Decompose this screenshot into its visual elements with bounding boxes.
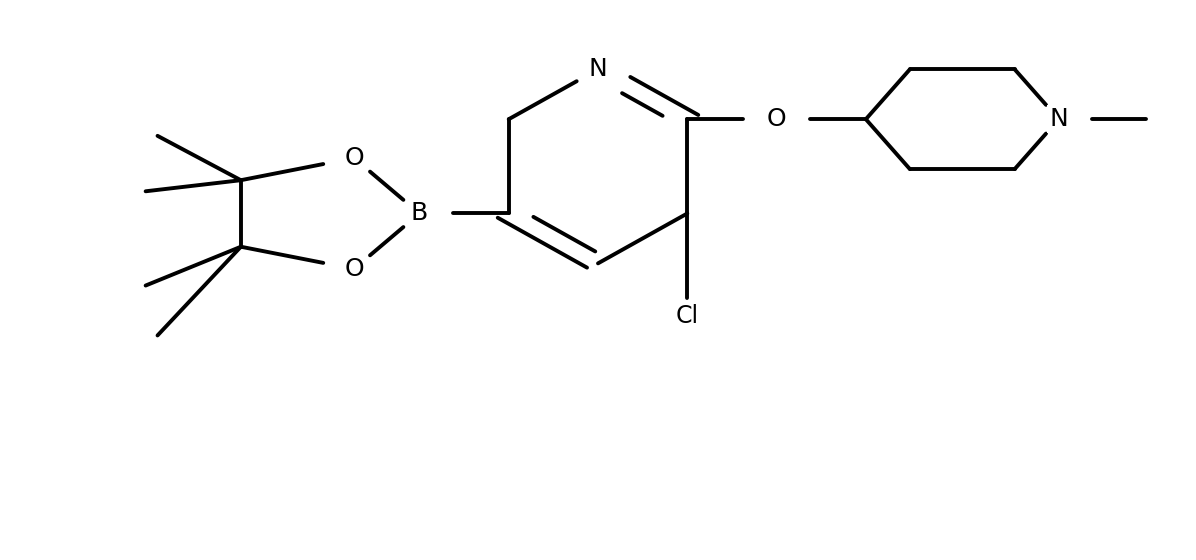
- Text: O: O: [344, 146, 364, 170]
- Text: N: N: [588, 57, 608, 81]
- Text: N: N: [1049, 107, 1068, 131]
- Text: O: O: [344, 257, 364, 281]
- Text: B: B: [410, 202, 428, 226]
- Text: O: O: [767, 107, 787, 131]
- Text: Cl: Cl: [676, 304, 698, 328]
